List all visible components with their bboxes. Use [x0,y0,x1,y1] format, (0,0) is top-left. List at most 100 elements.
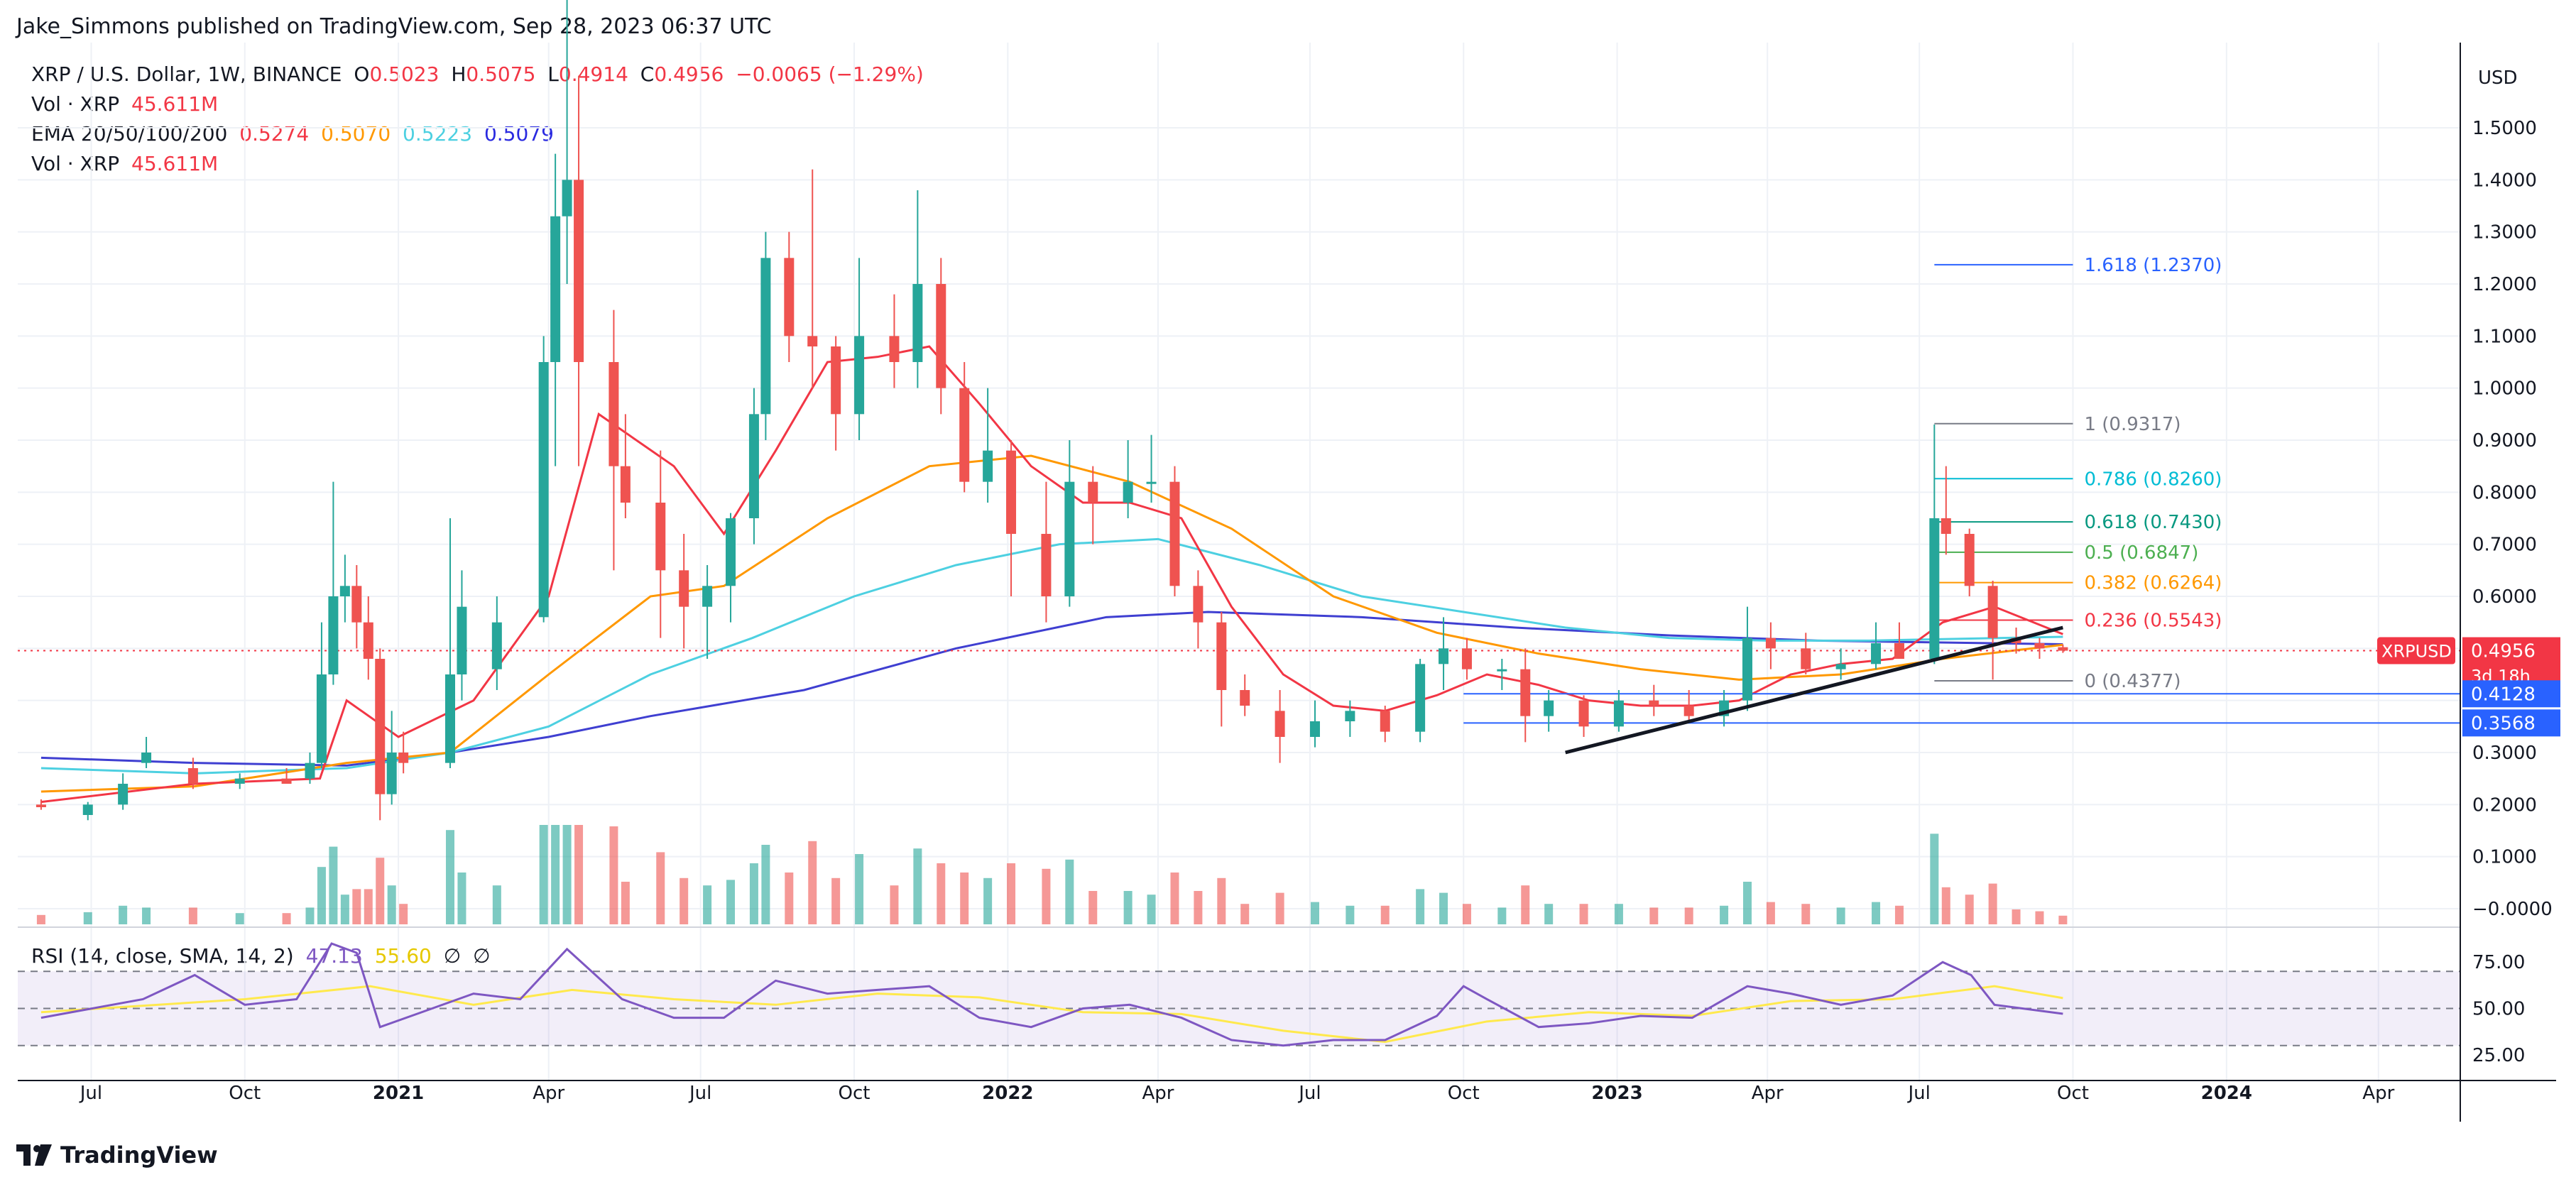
candle-body [538,362,549,618]
candle-body [1169,481,1180,586]
time-tick: 2023 [1591,1083,1642,1104]
level-badge-value: 0.3568 [2471,713,2536,734]
volume-bar [83,912,92,924]
candle-body [854,336,865,415]
volume-bar [1007,863,1016,924]
volume-bar [1766,902,1775,924]
volume-bar [937,863,946,924]
candle-body [760,258,771,415]
candle-body [457,606,467,674]
ohlc-values: O0.5023 H0.5075 L0.4914 C0.4956 −0.0065 … [354,62,929,86]
candle-body [1835,664,1846,669]
volume-bar [1275,892,1284,924]
price-tick: −0.0000 [2472,899,2553,920]
price-tick: 1.1000 [2472,326,2537,347]
ema200-value: 0.5079 [484,122,554,146]
volume-bar [855,854,864,924]
volume-bar [1720,905,1729,924]
volume-bar [1088,891,1098,924]
symbol-name[interactable]: XRP / U.S. Dollar, 1W, BINANCE [31,62,342,86]
time-tick: Oct [1448,1083,1480,1104]
volume-legend-2[interactable]: Vol · XRP 45.611M [31,152,224,175]
close-label: C [640,62,655,86]
ema100-value: 0.5223 [403,122,473,146]
volume-bar [1521,885,1530,924]
volume-bar [340,895,349,924]
symbol-legend[interactable]: XRP / U.S. Dollar, 1W, BINANCE O0.5023 H… [31,62,935,86]
volume-bar [2012,909,2021,924]
rsi-tick: 75.00 [2472,952,2525,973]
time-tick: 2021 [373,1083,424,1104]
tradingview-logo-icon [16,1144,52,1166]
time-tick: Apr [533,1083,564,1104]
candle-body [608,362,619,466]
axes[interactable]: USD 1.5000 1.4000 1.3000 1.2000 1.1000 1.0000 0… [18,43,2560,1122]
volume-bar [329,846,338,924]
level-badge-value: 0.4128 [2471,684,2536,705]
high-value: 0.5075 [466,62,536,86]
volume-bar [1042,868,1051,924]
level-badge [2462,709,2560,737]
volume-bar [1965,895,1974,924]
close-value: 0.4956 [654,62,724,86]
rsi-legend[interactable]: RSI (14, close, SMA, 14, 2) 47.13 55.60 … [31,944,496,968]
volume-bar [539,825,548,924]
volume-bars [36,825,2068,924]
volume-bar [1194,891,1203,924]
volume-label-2: Vol · XRP [31,152,120,175]
fib-retracement[interactable]: 1.618 (1.2370) 1 (0.9317) 0.786 (0.8260) 0.… [1934,255,2222,692]
horizontal-levels[interactable] [18,650,2460,724]
ema-legend[interactable]: EMA 20/50/100/200 0.5274 0.5070 0.5223 0… [31,122,560,146]
candle-body [1683,706,1694,716]
published-line: Jake_Simmons published on TradingView.co… [16,14,772,39]
candle-body [1801,648,1811,669]
candle-body [1216,622,1227,690]
rsi-na-symbol-1: ∅ [443,944,462,968]
volume-bar [2035,911,2044,924]
candle-body [316,674,327,763]
open-value: 0.5023 [369,62,440,86]
volume-bar [785,873,794,924]
volume-bar [808,841,817,924]
volume-bar [831,877,841,924]
volume-bar [703,885,712,924]
candle-body [1987,586,1998,638]
fib-label: 1.618 (1.2370) [2084,255,2222,276]
candle-body [234,778,245,784]
volume-bar [1544,904,1554,924]
volume-value: 45.611M [131,92,219,116]
volume-bar [1240,904,1250,924]
candle-body [1439,648,1449,664]
time-tick: 2024 [2201,1083,2252,1104]
time-tick: 2022 [982,1083,1033,1104]
volume-bar [1930,833,1939,924]
volume-bar [364,889,373,924]
low-value: 0.4914 [558,62,628,86]
currency-label: USD [2478,67,2518,89]
change-value: −0.0065 (−1.29%) [736,62,924,86]
candle-body [889,336,900,362]
volume-bar [305,907,315,924]
candle-body [748,414,759,518]
trendline[interactable] [1565,625,2063,755]
rsi-label: RSI (14, close, SMA, 14, 2) [31,944,294,968]
volume-legend-1[interactable]: Vol · XRP 45.611M [31,92,224,116]
fib-label: 0.236 (0.5543) [2084,611,2222,632]
open-label: O [354,62,370,86]
candles [36,0,2068,821]
volume-bar [1742,882,1752,924]
volume-bar [680,877,689,924]
candle-body [2058,647,2068,651]
symbol-badge-label: XRPUSD [2381,642,2452,662]
tradingview-brand[interactable]: TradingView [16,1142,218,1169]
fib-label: 0.786 (0.8260) [2084,469,2222,490]
low-label: L [547,62,559,86]
volume-bar [761,845,770,924]
volume-bar [282,913,291,924]
support-trendline [1565,625,2063,755]
candle-body [339,586,350,596]
price-tick: 1.5000 [2472,118,2537,139]
volume-bar [1217,877,1226,924]
volume-bar [387,885,396,924]
